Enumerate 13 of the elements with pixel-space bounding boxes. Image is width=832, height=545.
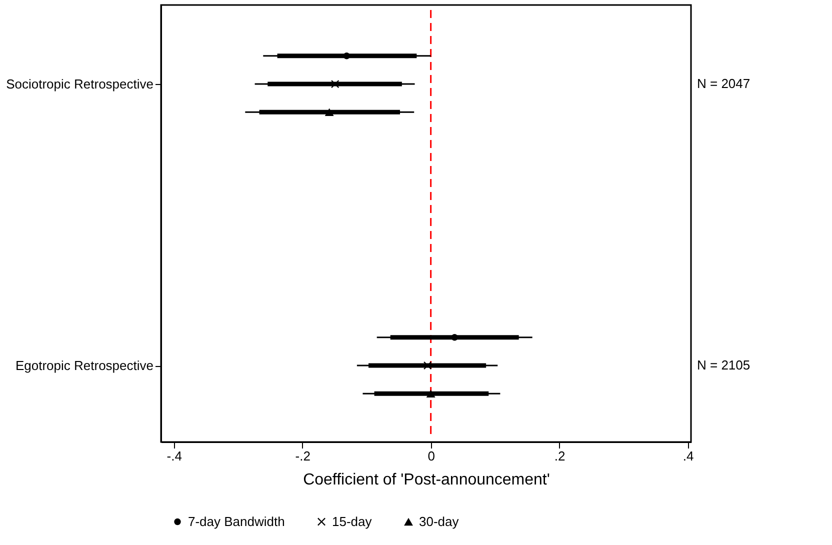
x-tick-label: -.4 [166,448,182,464]
x-tick-label: .2 [554,448,566,464]
y2-tick-label: N = 2105 [697,358,750,373]
legend-label: 30-day [419,514,460,529]
legend-label: 7-day Bandwidth [188,514,285,529]
y-tick-label: Sociotropic Retrospective [6,76,154,92]
legend-label: 15-day [332,514,372,529]
x-axis-title: Coefficient of 'Post-announcement' [303,472,550,488]
x-tick-label: 0 [428,448,435,464]
y-tick-label: Egotropic Retrospective [15,358,154,374]
y2-tick-label: N = 2047 [697,76,750,92]
x-tick-label: -.2 [295,448,310,464]
x-tick-label: .4 [682,448,694,464]
